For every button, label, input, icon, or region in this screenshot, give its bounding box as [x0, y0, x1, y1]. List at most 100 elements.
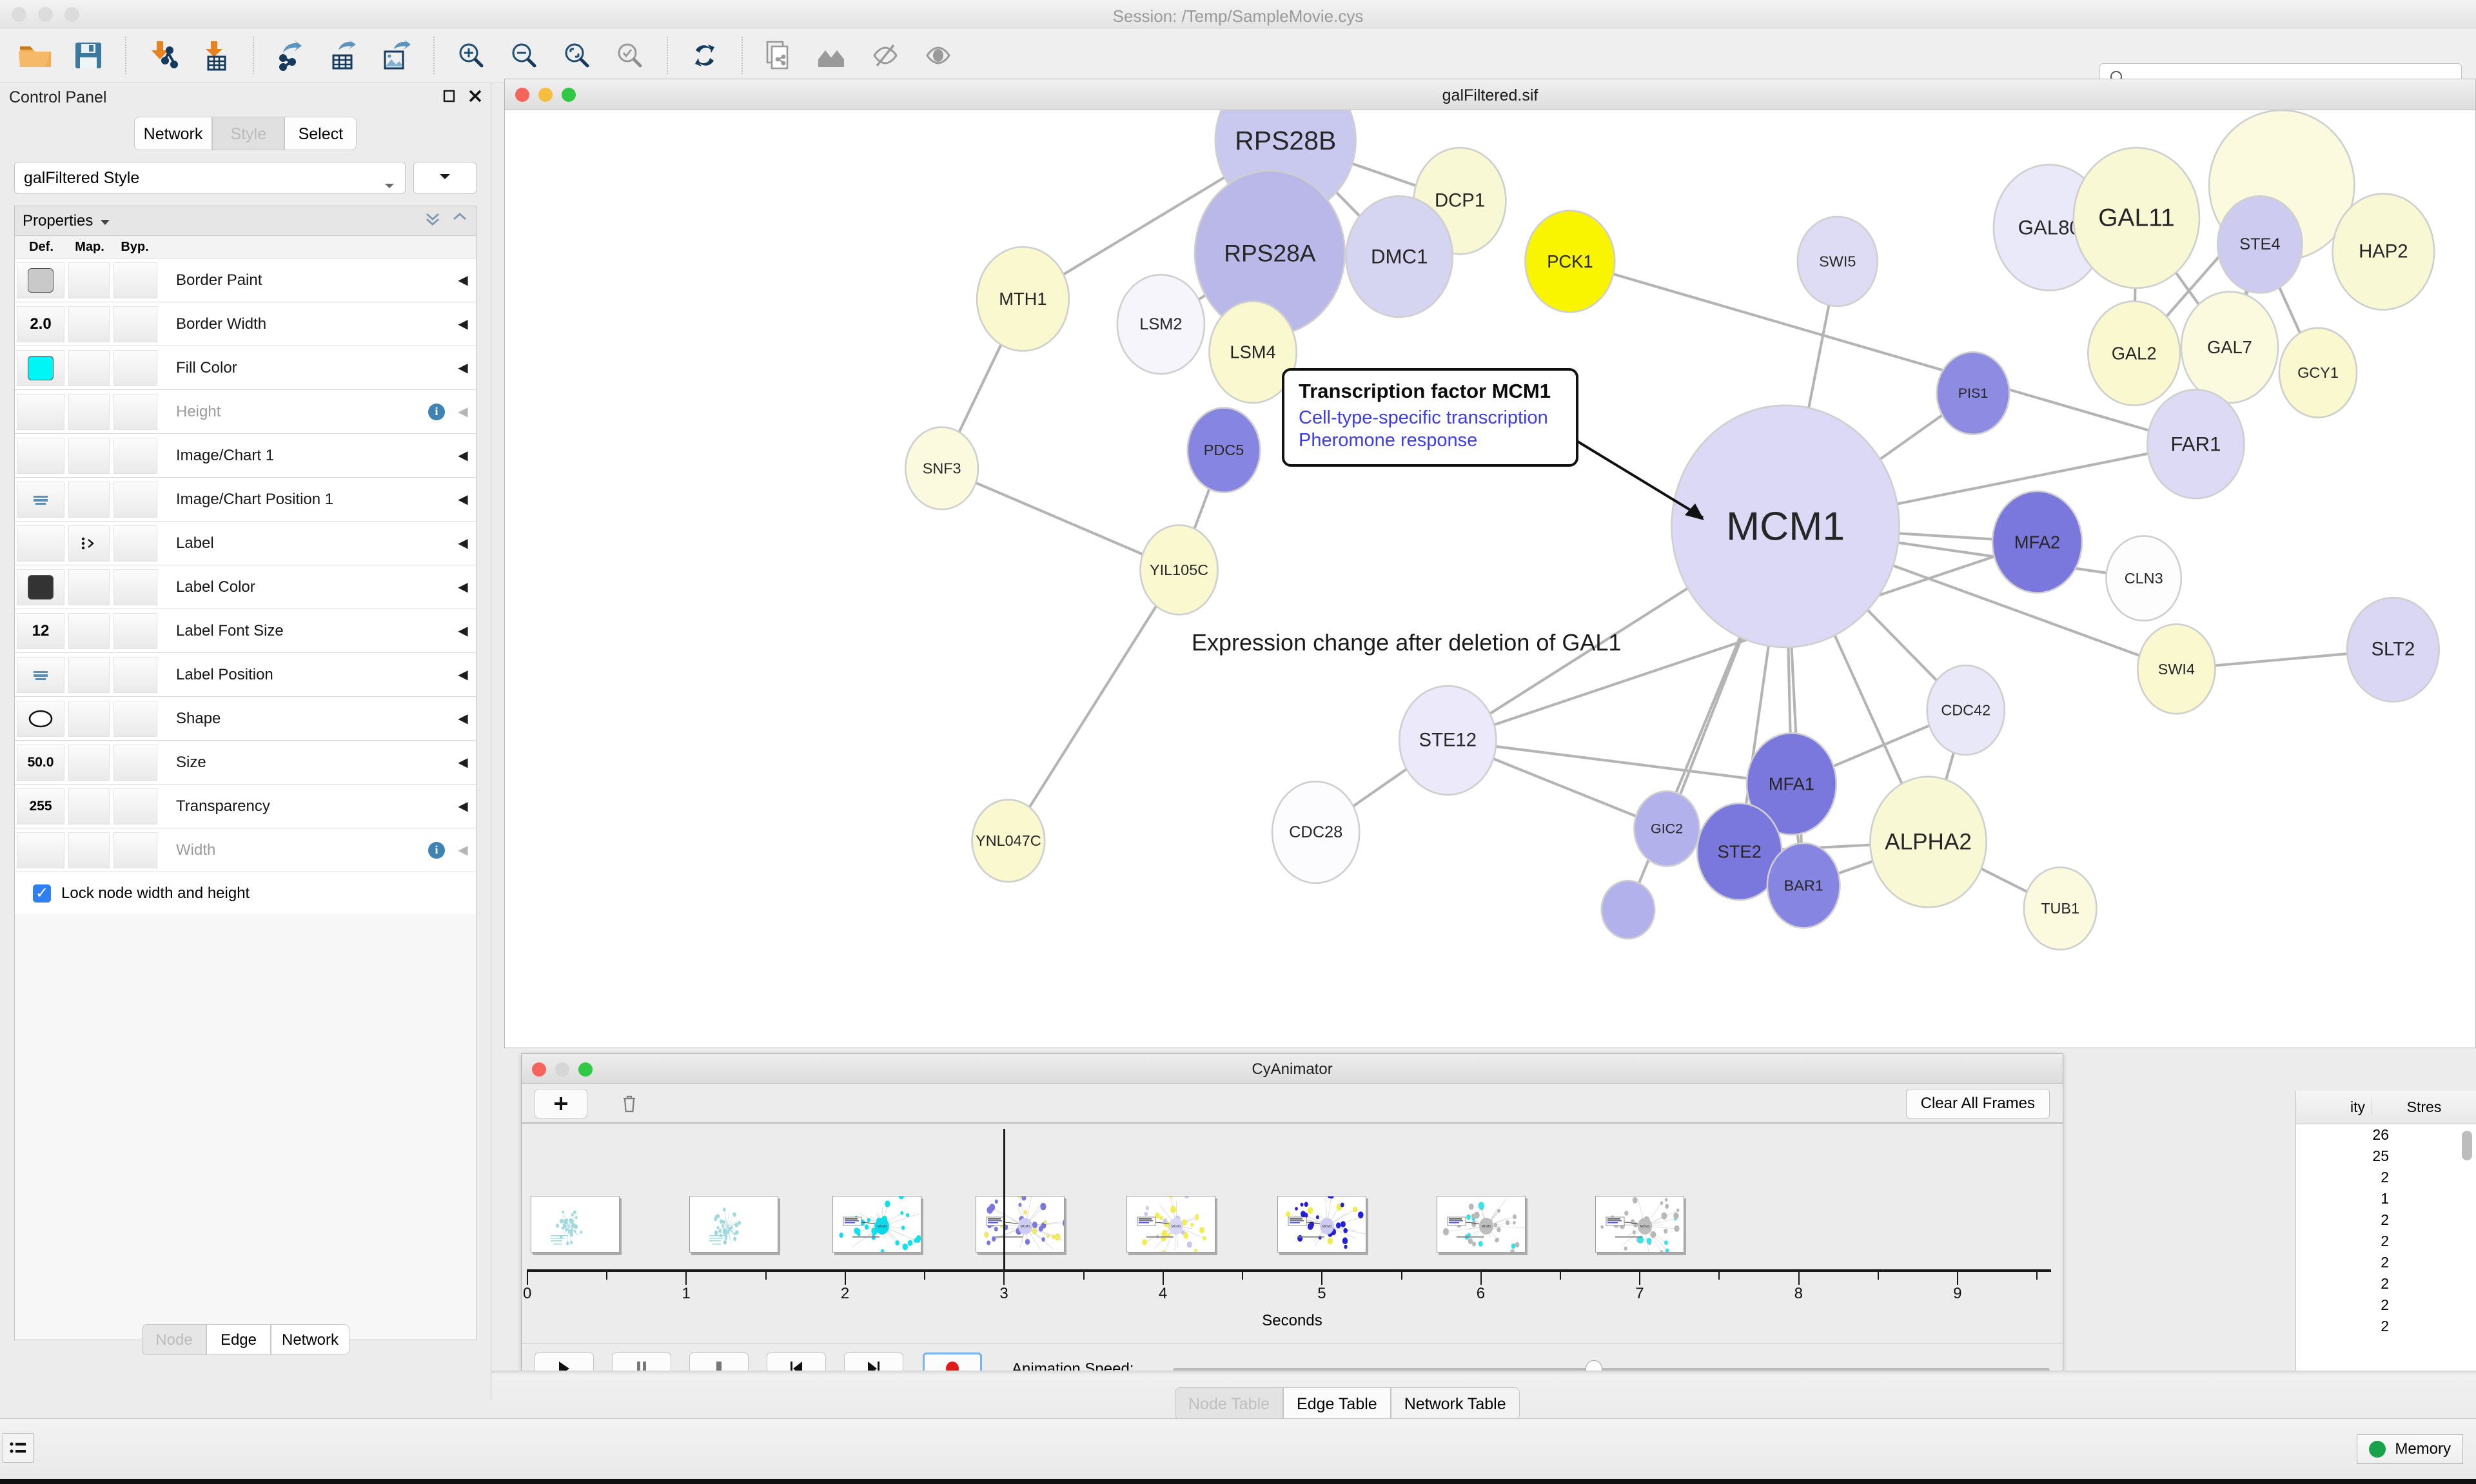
data-table-scrollbar[interactable]: [2462, 1131, 2472, 1160]
property-expand-arrow[interactable]: ◀: [458, 712, 468, 726]
close-window-dot[interactable]: [532, 1062, 546, 1077]
property-mapping-cell[interactable]: [68, 700, 110, 737]
network-node[interactable]: GIC2: [1633, 790, 1701, 867]
collapse-all-icon[interactable]: [451, 210, 468, 231]
network-node[interactable]: YNL047C: [971, 799, 1046, 883]
lock-node-size-row[interactable]: ✓ Lock node width and height: [15, 872, 476, 914]
app-window-controls[interactable]: [12, 7, 79, 22]
property-expand-arrow[interactable]: ◀: [458, 536, 468, 551]
property-row[interactable]: Shape ◀: [15, 696, 476, 740]
export-network-icon[interactable]: [264, 32, 317, 79]
property-bypass-cell[interactable]: [113, 306, 157, 342]
property-bypass-cell[interactable]: [113, 437, 157, 474]
network-node[interactable]: PDC5: [1186, 407, 1261, 494]
network-node[interactable]: SNF3: [905, 426, 979, 511]
network-node[interactable]: SWI4: [2136, 623, 2216, 715]
property-bypass-cell[interactable]: [113, 744, 157, 781]
network-node[interactable]: PIS1: [1936, 351, 2010, 436]
property-bypass-cell[interactable]: [113, 569, 157, 605]
property-bypass-cell[interactable]: [113, 262, 157, 298]
timeline-frame[interactable]: [689, 1196, 779, 1253]
property-default-cell[interactable]: [17, 262, 64, 298]
network-node[interactable]: MFA2: [1991, 490, 2083, 594]
info-icon[interactable]: i: [428, 403, 445, 420]
property-expand-arrow[interactable]: ◀: [458, 624, 468, 638]
timeline-frame[interactable]: MCM1: [1126, 1196, 1216, 1253]
property-default-cell[interactable]: [17, 569, 64, 605]
network-node[interactable]: LSM2: [1116, 273, 1206, 375]
cyanimator-timeline[interactable]: MCM1 MCM1 MCM1 MCM1 MCM1 MCM1 0 1 2 3 4 5 6 7 8 9 Seco…: [522, 1124, 2063, 1329]
tab-node-table[interactable]: Node Table: [1175, 1387, 1284, 1420]
property-bypass-cell[interactable]: [113, 349, 157, 386]
column-header-stress[interactable]: Stres: [2406, 1098, 2442, 1115]
table-row[interactable]: 26: [2296, 1124, 2476, 1146]
timeline-frame[interactable]: MCM1: [832, 1196, 922, 1253]
property-mapping-cell[interactable]: [68, 744, 110, 781]
properties-menu-icon[interactable]: [101, 212, 110, 230]
property-mapping-cell[interactable]: [68, 569, 110, 605]
network-node[interactable]: STE2: [1696, 802, 1783, 901]
add-frame-button[interactable]: [535, 1089, 587, 1118]
property-mapping-cell[interactable]: [68, 393, 110, 430]
network-node[interactable]: MFA1: [1745, 732, 1838, 836]
property-mapping-cell[interactable]: [68, 306, 110, 342]
property-default-cell[interactable]: [17, 700, 64, 737]
network-node[interactable]: CDC42: [1926, 664, 2006, 756]
network-window-controls[interactable]: [515, 88, 576, 102]
property-row[interactable]: 12 Label Font Size ◀: [15, 609, 476, 652]
tab-network-style[interactable]: Network: [270, 1324, 350, 1355]
network-node[interactable]: LSM4: [1208, 300, 1297, 404]
property-expand-arrow[interactable]: ◀: [458, 449, 468, 463]
property-mapping-cell[interactable]: [68, 656, 110, 693]
maximize-window-dot[interactable]: [578, 1062, 593, 1077]
network-node[interactable]: DMC1: [1345, 195, 1454, 318]
network-node[interactable]: CLN3: [2105, 535, 2183, 622]
color-swatch[interactable]: [28, 574, 54, 600]
network-node[interactable]: MCM1: [1671, 404, 1900, 649]
timeline-frame[interactable]: MCM1: [976, 1196, 1065, 1253]
save-icon[interactable]: [62, 32, 115, 79]
property-row[interactable]: Height i ◀: [15, 389, 476, 433]
network-edge[interactable]: [1448, 739, 1792, 786]
property-row[interactable]: Label ◀: [15, 521, 476, 565]
style-select[interactable]: galFiltered Style: [14, 162, 406, 194]
timeline-playhead[interactable]: [1003, 1129, 1006, 1269]
import-table-icon[interactable]: [190, 32, 242, 79]
property-bypass-cell[interactable]: [113, 525, 157, 561]
minimize-window-dot[interactable]: [555, 1062, 569, 1077]
property-default-cell[interactable]: [17, 393, 64, 430]
network-node[interactable]: GAL2: [2087, 300, 2181, 407]
property-row[interactable]: Fill Color ◀: [15, 346, 476, 389]
property-mapping-cell[interactable]: [68, 349, 110, 386]
network-node[interactable]: BAR1: [1766, 842, 1841, 929]
network-node[interactable]: STE4: [2216, 195, 2303, 294]
cyanimator-window-controls[interactable]: [532, 1062, 593, 1077]
network-node[interactable]: HAP2: [2332, 193, 2435, 311]
tab-edge[interactable]: Edge: [206, 1324, 271, 1355]
network-edge[interactable]: [1447, 540, 2038, 742]
info-icon[interactable]: i: [428, 841, 445, 859]
property-expand-arrow[interactable]: ◀: [458, 361, 468, 375]
property-bypass-cell[interactable]: [113, 612, 157, 649]
table-row[interactable]: 2: [2296, 1273, 2476, 1294]
minimize-window-dot[interactable]: [538, 88, 553, 102]
network-node[interactable]: FAR1: [2146, 389, 2245, 500]
property-mapping-cell[interactable]: [68, 525, 110, 561]
network-node[interactable]: GCY1: [2278, 327, 2358, 418]
network-node[interactable]: RPS28A: [1194, 170, 1346, 337]
property-bypass-cell[interactable]: [113, 656, 157, 693]
import-network-icon[interactable]: [137, 32, 190, 79]
property-default-cell[interactable]: 12: [17, 612, 64, 649]
network-edge[interactable]: [941, 467, 1180, 571]
network-node[interactable]: PCK1: [1524, 210, 1616, 313]
table-row[interactable]: 2: [2296, 1231, 2476, 1252]
property-default-cell[interactable]: [17, 437, 64, 474]
network-node[interactable]: STE12: [1398, 685, 1497, 796]
table-row[interactable]: 2: [2296, 1209, 2476, 1231]
property-bypass-cell[interactable]: [113, 481, 157, 518]
property-mapping-cell[interactable]: [68, 832, 110, 868]
network-node[interactable]: SWI5: [1796, 215, 1879, 308]
network-node[interactable]: SLT2: [2346, 596, 2440, 703]
table-row[interactable]: 2: [2296, 1252, 2476, 1273]
table-row[interactable]: 2: [2296, 1294, 2476, 1316]
